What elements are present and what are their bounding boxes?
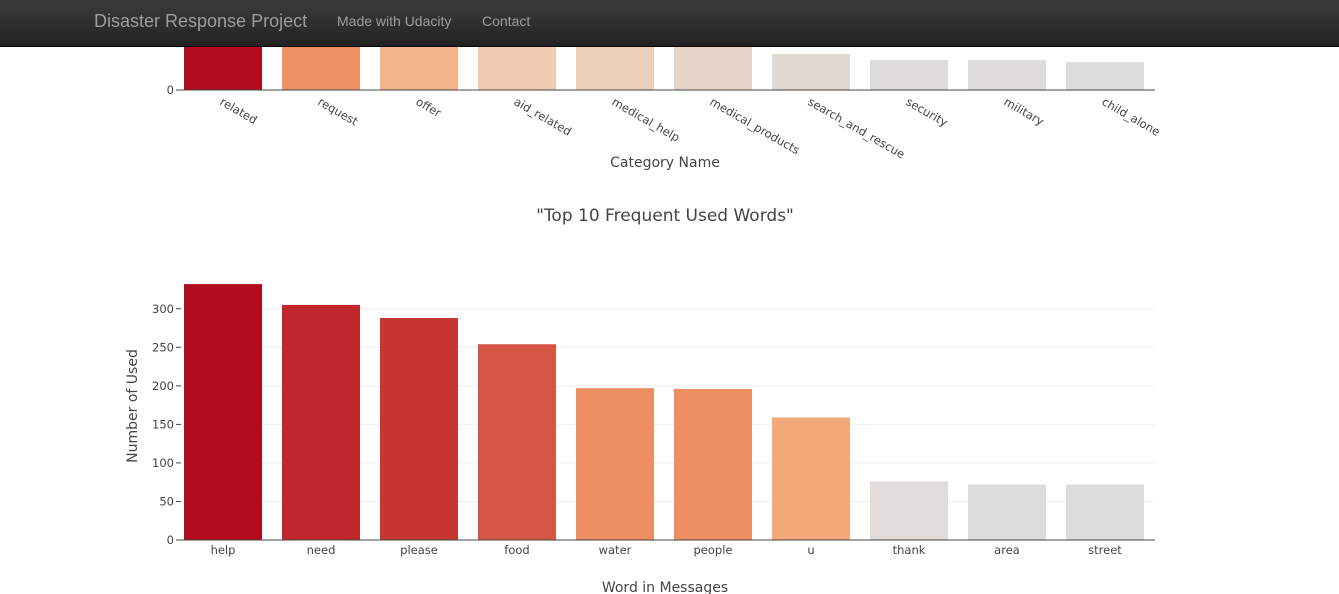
bar-need (282, 304, 360, 540)
bar-food (478, 344, 556, 540)
x-tick-label: area (994, 543, 1020, 557)
category-chart: related request offer aid_related medical_he… (167, 30, 1163, 171)
bar-thank (870, 481, 948, 540)
bar-security (870, 60, 948, 90)
x-tick-label: help (211, 543, 236, 557)
x-axis-title: Word in Messages (602, 580, 728, 594)
bar-water (576, 388, 654, 540)
x-tick-label: please (400, 543, 438, 557)
bar-help (184, 284, 262, 540)
y-tick-label: 0 (167, 83, 174, 97)
bar-people (674, 388, 752, 540)
x-tick-label: street (1088, 543, 1122, 557)
x-tick-label: need (307, 543, 336, 557)
bar-u (772, 417, 850, 540)
nav-link-contact[interactable]: Contact (482, 13, 531, 29)
x-tick-label: medical_products (708, 94, 803, 157)
bar-child_alone (1066, 62, 1144, 90)
x-tick-label: water (599, 543, 632, 557)
x-tick-label: child_alone (1100, 94, 1163, 138)
x-tick-label: food (504, 543, 529, 557)
y-tick-label: 250 (152, 340, 174, 354)
y-tick-label: 50 (159, 494, 174, 508)
bar-street (1066, 484, 1144, 540)
y-axis-title: Number of Used (125, 349, 141, 463)
x-tick-label: medical_help (610, 94, 683, 144)
bar-military (968, 60, 1046, 90)
x-tick-label: request (316, 94, 361, 128)
x-tick-label: thank (893, 543, 926, 557)
y-tick-label: 100 (152, 456, 174, 470)
x-tick-label: aid_related (512, 94, 574, 138)
chart-title: "Top 10 Frequent Used Words" (536, 206, 794, 226)
x-tick-label: search_and_rescue (806, 94, 908, 161)
y-tick-label: 300 (152, 302, 174, 316)
x-tick-label: related (218, 94, 260, 126)
y-tick-label: 0 (167, 533, 174, 547)
nav-link-udacity[interactable]: Made with Udacity (337, 13, 452, 29)
x-tick-label: offer (414, 94, 444, 120)
bar-area (968, 484, 1046, 540)
y-tick-label: 150 (152, 417, 174, 431)
bar-search_and_rescue (772, 54, 850, 90)
x-tick-label: security (904, 94, 951, 129)
word-frequency-chart: 0 50 100 150 200 250 300 help need please food wate… (125, 206, 1155, 594)
x-tick-label: military (1002, 94, 1047, 128)
y-tick-label: 200 (152, 379, 174, 393)
x-tick-label: people (694, 543, 733, 557)
navbar: Disaster Response Project Made with Udac… (0, 0, 1339, 47)
x-axis-title: Category Name (610, 155, 720, 171)
bar-please (380, 318, 458, 540)
x-tick-label: u (807, 543, 814, 557)
brand-link[interactable]: Disaster Response Project (94, 11, 308, 31)
